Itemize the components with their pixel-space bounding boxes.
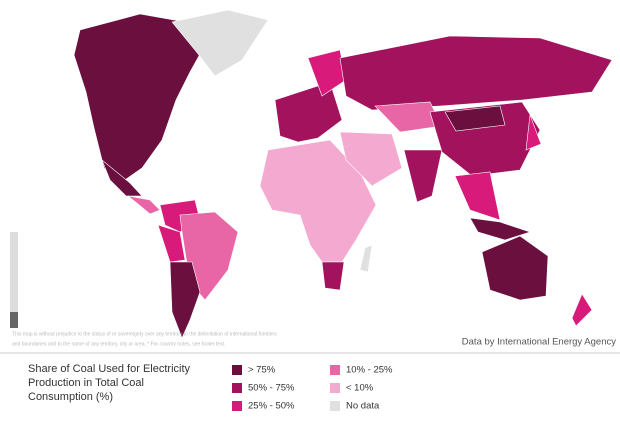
- chile-argentina: [169, 261, 201, 339]
- greenland: [171, 9, 269, 77]
- south-east-asia: [454, 171, 501, 221]
- madagascar: [359, 244, 373, 273]
- japan: [525, 114, 542, 151]
- legend-label: < 10%: [346, 383, 374, 394]
- south-africa: [321, 261, 345, 291]
- legend: > 75% 50% - 75% 25% - 50% 10% - 25% < 10% No …: [232, 365, 393, 412]
- europe: [274, 81, 343, 143]
- legend-title: Consumption (%): [28, 391, 113, 403]
- australia: [481, 235, 549, 301]
- middle-east: [339, 131, 403, 187]
- central-america: [127, 195, 161, 215]
- north-america: [73, 13, 206, 183]
- legend-swatch: [330, 401, 340, 411]
- legend-label: 50% - 75%: [248, 383, 295, 394]
- indonesia: [469, 217, 531, 241]
- russia: [339, 35, 613, 111]
- zoom-handle[interactable]: [10, 312, 18, 328]
- legend-swatch: [232, 383, 242, 393]
- world-map: [73, 9, 613, 339]
- source: Data by International Energy Agency: [462, 337, 616, 348]
- legend-swatch: [330, 383, 340, 393]
- legend-swatch: [232, 401, 242, 411]
- legend-title: Production in Total Coal: [28, 377, 144, 389]
- legend-swatch: [232, 365, 242, 375]
- mexico: [101, 159, 143, 197]
- legend-label: 10% - 25%: [346, 365, 393, 376]
- legend-swatch: [330, 365, 340, 375]
- zoom-slider[interactable]: [10, 232, 18, 328]
- mongolia: [444, 105, 506, 132]
- legend-label: No data: [346, 401, 380, 412]
- new-zealand: [571, 293, 593, 327]
- disclaimer: This map is without prejudice to the sta…: [12, 331, 277, 337]
- legend-label: > 75%: [248, 365, 276, 376]
- india: [403, 149, 443, 203]
- legend-label: 25% - 50%: [248, 401, 295, 412]
- legend-title: Share of Coal Used for Electricity: [28, 363, 191, 375]
- peru: [157, 224, 186, 263]
- disclaimer: and boundaries and to the name of any te…: [12, 341, 225, 347]
